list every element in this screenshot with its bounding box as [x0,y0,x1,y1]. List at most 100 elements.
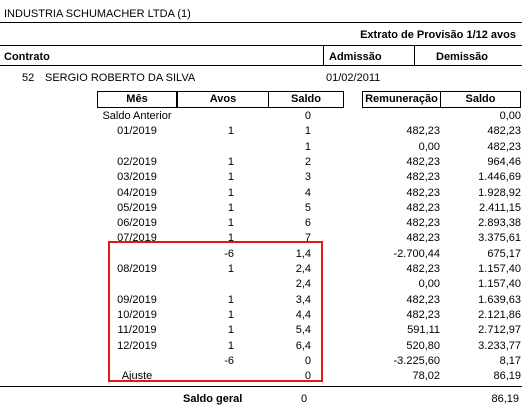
balance-cell: 2.411,15 [478,201,521,214]
balance-cell: 482,23 [487,125,521,138]
month-cell: 11/2019 [117,324,157,337]
total-avos-balance: 0 [301,393,308,405]
remuneration-cell: 0,00 [418,140,440,153]
balance-cell: 964,46 [487,155,521,168]
highlight-box [108,241,323,382]
month-cell [97,140,177,155]
balance-cell: 1.157,40 [478,263,521,275]
contract-column-header: Contrato [4,51,50,63]
balance-cell: 482,23 [487,140,521,153]
header-divider-bottom [0,65,522,66]
month-cell: 06/2019 [117,217,157,230]
balance-cell: 2.893,38 [478,217,521,230]
avos-balance-cell: 1 [304,140,311,153]
avos-balance-cell: 4,4 [295,308,311,321]
avos-balance-cell: 2,4 [295,278,311,291]
avos-balance-header: Saldo [268,91,344,108]
avos-balance-cell: 7 [304,232,311,245]
balance-cell: 1.157,40 [478,278,521,291]
month-cell: Saldo Anterior [102,110,172,122]
avos-cell: 1 [227,186,234,199]
avos-cell [198,140,234,155]
remuneration-cell: 78,02 [412,370,440,383]
month-cell: 05/2019 [117,201,157,214]
avos-balance-cell: 0 [304,370,311,383]
remuneration-cell: 482,23 [406,293,440,306]
avos-balance-cell: 1,4 [295,247,311,260]
avos-balance-cell: 3,4 [295,293,311,306]
employee-admission-date: 01/02/2011 [326,72,381,84]
month-header: Mês [97,91,177,108]
remuneration-cell: 482,23 [406,171,440,184]
company-name: INDUSTRIA SCHUMACHER LTDA (1) [4,8,191,20]
avos-cell: -6 [224,354,234,367]
employee-name: SERGIO ROBERTO DA SILVA [45,72,196,84]
avos-balance-cell: 0 [304,110,311,122]
balance-cell: 8,17 [499,354,521,367]
avos-balance-cell: 1 [304,125,311,138]
balance-cell: 0,00 [499,110,521,122]
avos-balance-cell: 0 [304,354,311,367]
avos-balance-cell: 6 [304,217,311,230]
month-cell: 12/2019 [117,339,157,352]
avos-cell: 1 [227,125,234,138]
avos-cell [198,109,234,124]
month-cell: 10/2019 [117,308,157,321]
balance-cell: 1.928,92 [478,186,521,199]
total-balance: 86,19 [491,393,519,405]
dismissal-column-header: Demissão [436,51,488,63]
avos-cell: 1 [227,217,234,230]
avos-cell: 1 [227,263,234,275]
month-cell: 01/2019 [117,125,157,138]
remuneration-cell: 482,23 [406,201,440,214]
avos-header: Avos [177,91,269,108]
header-separator-2 [414,45,415,65]
remuneration-cell: -2.700,44 [393,247,440,260]
avos-balance-cell: 3 [304,171,311,184]
month-cell: 03/2019 [117,171,157,184]
remuneration-cell: 482,23 [406,263,440,275]
month-cell: 08/2019 [117,263,157,275]
header-separator-1 [323,45,324,65]
remuneration-cell: -3.225,60 [393,354,440,367]
avos-cell: 1 [227,339,234,352]
month-cell: Ajuste [121,370,153,383]
footer-divider [0,386,522,387]
remuneration-cell: 0,00 [418,278,440,291]
balance-cell: 3.375,61 [478,232,521,245]
remuneration-cell: 591,11 [407,324,440,337]
top-divider [0,22,522,23]
avos-cell: 1 [227,293,234,306]
remuneration-cell: 482,23 [406,125,440,138]
avos-balance-cell: 6,4 [295,339,311,352]
remuneration-cell: 482,23 [406,155,440,168]
balance-cell: 2.121,86 [478,308,521,321]
remuneration-cell: 482,23 [406,308,440,321]
avos-cell: 1 [227,171,234,184]
balance-cell: 86,19 [493,370,521,383]
remuneration-header: Remuneração [362,91,441,108]
balance-header: Saldo [440,91,521,108]
remuneration-cell: 520,80 [406,339,440,352]
balance-cell: 2.712,97 [478,324,521,337]
balance-cell: 675,17 [487,247,521,260]
avos-balance-cell: 5,4 [295,324,311,337]
avos-cell: -6 [224,247,234,260]
avos-cell: 1 [227,232,234,245]
avos-balance-cell: 2 [304,155,311,168]
balance-cell: 3.233,77 [478,339,521,352]
remuneration-cell: 482,23 [406,232,440,245]
admission-column-header: Admissão [329,51,382,63]
avos-cell: 1 [227,155,234,168]
remuneration-cell [362,109,440,124]
avos-cell: 1 [227,201,234,214]
avos-cell: 1 [227,308,234,321]
avos-cell: 1 [227,324,234,337]
total-label: Saldo geral [183,393,243,405]
remuneration-cell: 482,23 [406,186,440,199]
document-title: Extrato de Provisão 1/12 avos [360,29,516,41]
header-divider-top [0,45,522,46]
avos-balance-cell: 4 [304,186,311,199]
balance-cell: 1.639,63 [478,293,521,306]
employee-id: 52 [22,72,35,84]
